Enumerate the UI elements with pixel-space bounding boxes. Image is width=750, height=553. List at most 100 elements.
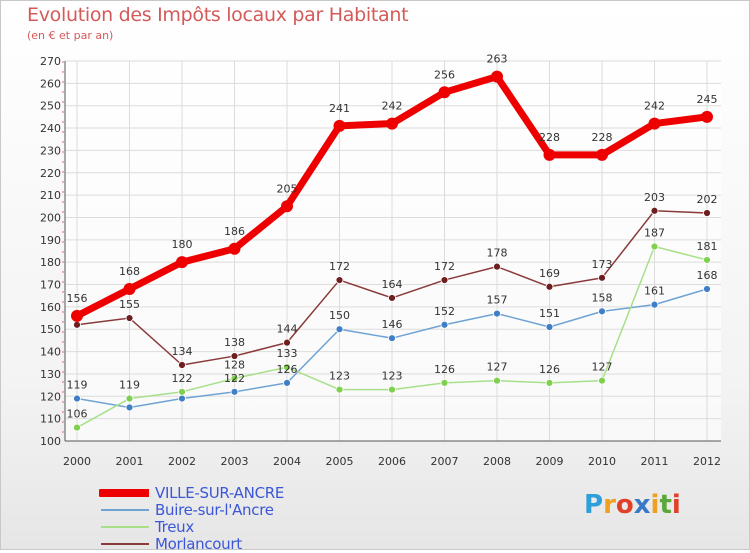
point-ville-sur-ancre-2005: [333, 119, 346, 132]
data-label-ville-sur-ancre-2000: 156: [67, 292, 88, 305]
chart-title: Evolution des Impôts locaux par Habitant: [27, 4, 409, 26]
x-tick-label-2007: 2007: [431, 455, 459, 468]
point-buire-sur-l-ancre-2005: [335, 325, 344, 334]
point-morlancourt-2000: [73, 320, 81, 329]
point-treux-2010: [598, 376, 606, 385]
point-morlancourt-2001: [125, 314, 134, 322]
y-tick-label-260: 260: [40, 77, 61, 90]
data-label-morlancourt-2001: 155: [119, 298, 140, 311]
point-ville-sur-ancre-2006: [386, 117, 398, 130]
x-tick-label-2002: 2002: [168, 455, 196, 468]
point-morlancourt-2008: [493, 262, 501, 271]
point-buire-sur-l-ancre-2003: [230, 387, 239, 396]
y-tick-label-250: 250: [40, 100, 61, 113]
y-tick-label-270: 270: [40, 55, 61, 68]
data-label-treux-2008: 127: [487, 361, 508, 374]
y-tick-label-160: 160: [40, 301, 61, 314]
data-label-treux-2005: 123: [329, 370, 350, 383]
point-morlancourt-2005: [335, 276, 344, 284]
logo-letter-3: x: [633, 490, 651, 520]
point-buire-sur-l-ancre-2000: [73, 394, 81, 403]
data-label-ville-sur-ancre-2007: 256: [434, 68, 455, 81]
data-label-morlancourt-2009: 169: [539, 267, 560, 280]
x-tick-label-2009: 2009: [536, 455, 564, 468]
legend-label-morlancourt: Morlancourt: [155, 535, 242, 553]
point-buire-sur-l-ancre-2012: [703, 285, 711, 293]
point-treux-2008: [493, 376, 501, 385]
data-label-ville-sur-ancre-2005: 241: [329, 102, 350, 115]
data-label-treux-2002: 122: [172, 372, 193, 385]
x-tick-label-2000: 2000: [63, 455, 91, 468]
point-buire-sur-l-ancre-2002: [178, 394, 186, 403]
y-tick-label-170: 170: [40, 279, 61, 292]
data-label-morlancourt-2010: 173: [592, 258, 613, 271]
y-tick-label-110: 110: [40, 413, 61, 426]
point-treux-2000: [73, 423, 81, 432]
x-tick-label-2003: 2003: [221, 455, 249, 468]
point-ville-sur-ancre-2009: [543, 148, 556, 161]
x-tick-label-2010: 2010: [588, 455, 616, 468]
y-tick-label-100: 100: [40, 435, 61, 448]
data-label-treux-2011: 187: [644, 227, 665, 240]
point-morlancourt-2006: [388, 294, 396, 302]
data-label-buire-sur-l-ancre-2011: 161: [644, 285, 665, 298]
point-morlancourt-2009: [545, 282, 554, 291]
data-label-buire-sur-l-ancre-2010: 158: [592, 291, 613, 304]
point-treux-2005: [335, 385, 344, 394]
data-label-buire-sur-l-ancre-2004: 126: [277, 363, 298, 376]
point-ville-sur-ancre-2000: [71, 309, 83, 322]
point-treux-2006: [388, 385, 396, 394]
y-tick-label-180: 180: [40, 256, 61, 269]
point-morlancourt-2002: [178, 361, 186, 369]
point-buire-sur-l-ancre-2011: [650, 300, 659, 309]
data-label-treux-2003: 128: [224, 358, 245, 371]
y-tick-label-210: 210: [40, 189, 61, 202]
point-ville-sur-ancre-2010: [596, 148, 608, 161]
point-treux-2002: [178, 387, 186, 396]
y-tick-label-140: 140: [40, 346, 61, 359]
data-label-ville-sur-ancre-2009: 228: [539, 131, 560, 144]
point-morlancourt-2003: [230, 352, 239, 360]
chart-subtitle: (en € et par an): [27, 29, 114, 42]
data-label-treux-2000: 106: [67, 408, 88, 421]
data-label-treux-2001: 119: [119, 379, 140, 392]
logo-letter-0: P: [584, 490, 604, 520]
data-label-treux-2004: 133: [277, 347, 298, 360]
data-label-ville-sur-ancre-2001: 168: [119, 265, 140, 278]
data-label-treux-2012: 181: [697, 240, 718, 253]
point-morlancourt-2004: [283, 338, 291, 347]
y-tick-label-120: 120: [40, 390, 61, 403]
x-tick-label-2005: 2005: [326, 455, 354, 468]
point-treux-2012: [703, 256, 711, 264]
x-tick-label-2011: 2011: [641, 455, 669, 468]
y-tick-label-240: 240: [40, 122, 61, 135]
point-ville-sur-ancre-2004: [281, 200, 293, 213]
data-label-buire-sur-l-ancre-2007: 152: [434, 305, 455, 318]
point-ville-sur-ancre-2001: [123, 283, 136, 295]
point-morlancourt-2011: [650, 206, 659, 215]
x-tick-label-2001: 2001: [116, 455, 144, 468]
point-treux-2004: [283, 363, 291, 372]
data-label-morlancourt-2007: 172: [434, 260, 455, 273]
logo-letter-5: t: [659, 490, 672, 520]
data-label-morlancourt-2008: 178: [487, 247, 508, 260]
point-morlancourt-2012: [703, 209, 711, 217]
point-ville-sur-ancre-2003: [228, 242, 241, 255]
data-label-morlancourt-2011: 203: [644, 191, 665, 204]
data-label-ville-sur-ancre-2010: 228: [592, 131, 613, 144]
point-treux-2011: [650, 242, 659, 251]
data-label-morlancourt-2002: 134: [172, 345, 193, 358]
data-label-morlancourt-2006: 164: [382, 278, 403, 291]
x-tick-label-2006: 2006: [378, 455, 406, 468]
data-label-buire-sur-l-ancre-2012: 168: [697, 269, 718, 282]
data-label-ville-sur-ancre-2008: 263: [487, 53, 508, 66]
point-ville-sur-ancre-2012: [701, 110, 713, 123]
x-tick-label-2012: 2012: [693, 455, 721, 468]
point-ville-sur-ancre-2007: [438, 86, 451, 99]
data-label-ville-sur-ancre-2006: 242: [382, 100, 403, 113]
y-tick-label-200: 200: [40, 211, 61, 224]
point-buire-sur-l-ancre-2009: [545, 323, 554, 331]
data-label-buire-sur-l-ancre-2005: 150: [329, 309, 350, 322]
legend-swatch-morlancourt: [101, 543, 149, 545]
